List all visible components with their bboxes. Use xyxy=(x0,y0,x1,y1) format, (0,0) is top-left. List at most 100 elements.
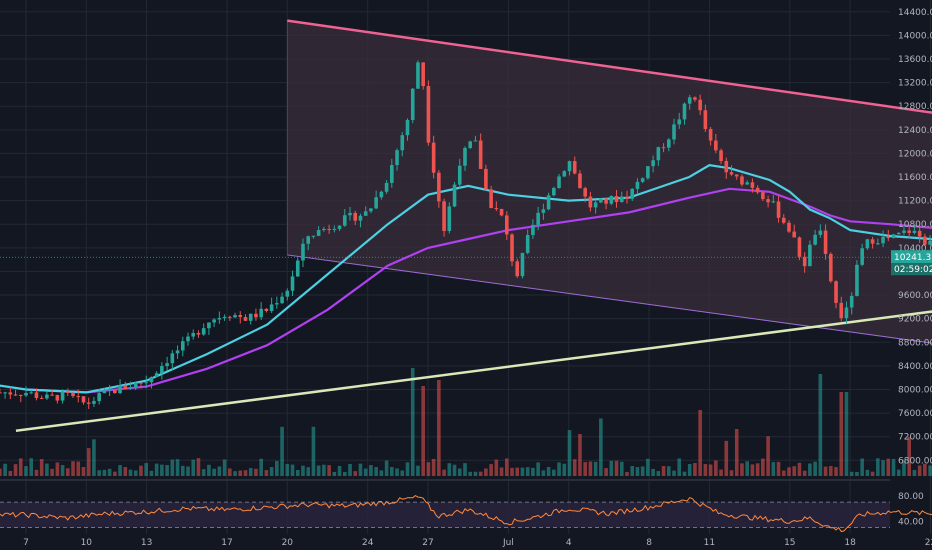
candle-body xyxy=(39,398,44,400)
candle-body xyxy=(154,373,159,378)
volume-bar xyxy=(144,463,148,476)
candle-body xyxy=(640,178,645,182)
price-tick-label: 9200.00 xyxy=(898,315,932,325)
volume-bar xyxy=(384,460,389,476)
candle-body xyxy=(583,188,587,197)
candle-body xyxy=(416,62,420,89)
price-tick-label: 8800.00 xyxy=(898,338,932,348)
candle-body xyxy=(332,228,337,230)
candlesticks xyxy=(0,60,932,410)
candle-body xyxy=(525,235,530,253)
volume-bar xyxy=(76,461,81,476)
candle-body xyxy=(515,261,520,277)
volume-bar xyxy=(233,471,237,476)
volume-bar xyxy=(813,461,817,476)
candle-body xyxy=(588,196,593,208)
volume-bar xyxy=(630,465,635,476)
volume-bar xyxy=(66,468,70,476)
timer-badge-value: 02:59:02 xyxy=(894,265,932,275)
candle-body xyxy=(149,377,154,383)
volume-bar xyxy=(583,462,587,476)
candle-body xyxy=(876,243,880,245)
candle-body xyxy=(374,197,378,209)
support-trendline xyxy=(15,310,932,433)
candle-body xyxy=(928,240,932,245)
volume-bar xyxy=(421,386,425,476)
volume-bar xyxy=(640,466,645,476)
candle-body xyxy=(144,382,148,384)
volume-bar xyxy=(912,469,917,476)
time-tick-label: 11 xyxy=(704,538,715,548)
candle-body xyxy=(212,319,216,323)
price-axis[interactable]: 6800.00 7200.00 7600.00 8000.00 8400.00 8800.… xyxy=(898,8,932,527)
volume-bar xyxy=(201,469,206,476)
volume-bar xyxy=(81,466,86,476)
volume-bar xyxy=(781,470,786,476)
candle-body xyxy=(750,182,755,188)
candle-body xyxy=(813,234,817,245)
candle-body xyxy=(604,198,608,204)
price-tick-label: 9600.00 xyxy=(898,291,932,301)
candle-body xyxy=(614,195,619,202)
time-tick-label: Jul xyxy=(502,538,514,548)
volume-bar xyxy=(322,464,326,476)
candle-body xyxy=(97,393,101,402)
candle-body xyxy=(494,208,499,210)
volume-bar xyxy=(379,470,384,476)
volume-bar xyxy=(787,467,791,476)
candle-body xyxy=(599,198,603,203)
price-badge-value: 10241.37 xyxy=(894,253,932,263)
volume-bar xyxy=(552,469,556,476)
price-tick-label: 6800.00 xyxy=(898,456,932,466)
volume-bar xyxy=(839,392,844,476)
volume-bar xyxy=(207,464,211,476)
candle-body xyxy=(102,389,107,394)
candle-body xyxy=(426,86,431,143)
volume-bar xyxy=(562,463,567,476)
volume-bar xyxy=(358,463,363,476)
candle-body xyxy=(301,243,305,261)
price-channel xyxy=(286,19,932,344)
candle-body xyxy=(844,307,849,319)
rsi-tick-label: 40.00 xyxy=(898,517,924,527)
price-tick-label: 7600.00 xyxy=(898,409,932,419)
volume-bar xyxy=(682,471,687,476)
volume-bar xyxy=(593,461,598,476)
volume-bar xyxy=(160,464,164,476)
volume-bar xyxy=(301,465,305,476)
candle-body xyxy=(66,391,70,393)
candle-body xyxy=(390,165,394,183)
volume-bar xyxy=(363,468,368,476)
candle-body xyxy=(619,196,624,202)
candle-body xyxy=(802,256,807,267)
candle-body xyxy=(578,173,582,189)
volume-bar xyxy=(708,464,713,476)
candle-body xyxy=(243,317,248,321)
volume-bar xyxy=(541,470,546,476)
candle-body xyxy=(886,236,891,239)
candle-body xyxy=(849,295,854,308)
volume-bar xyxy=(280,426,284,476)
volume-bar xyxy=(625,471,629,476)
time-tick-label: 27 xyxy=(422,538,433,548)
candle-body xyxy=(285,290,290,297)
volume-bar xyxy=(808,463,812,476)
candle-body xyxy=(896,232,901,235)
candle-body xyxy=(740,176,744,185)
price-tick-label: 10800.00 xyxy=(898,220,932,230)
rsi-line xyxy=(0,494,932,533)
volume-bar xyxy=(703,464,708,476)
volume-bar xyxy=(661,465,666,476)
time-axis[interactable]: 7 10 13 17 20 24 27 Jul 4 8 11 15 18 22 xyxy=(23,538,932,548)
volume-bar xyxy=(860,458,864,476)
time-tick-label: 24 xyxy=(362,538,374,548)
volume-bar xyxy=(113,471,117,476)
candle-body xyxy=(175,350,180,354)
candle-body xyxy=(661,147,666,149)
candle-body xyxy=(473,140,478,142)
candle-body xyxy=(792,231,797,238)
candle-body xyxy=(630,188,635,199)
volume-bar xyxy=(755,463,760,476)
volume-bar xyxy=(452,464,457,476)
